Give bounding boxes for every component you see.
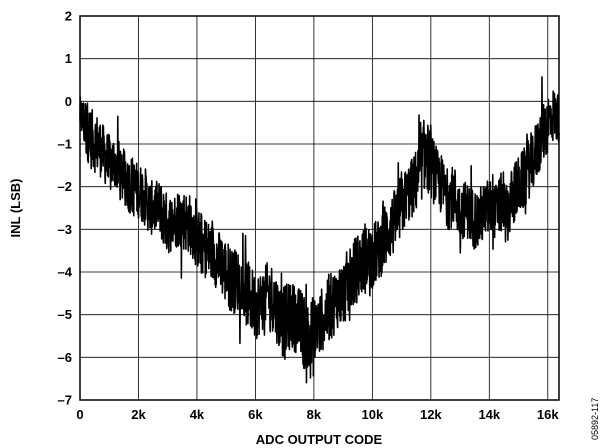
x-tick-label: 2k (131, 407, 146, 422)
y-tick-label: 0 (65, 94, 72, 109)
y-tick-labels: 2 1 0 –1 –2 –3 –4 –5 –6 –7 (58, 9, 73, 408)
y-tick-label: 1 (65, 51, 72, 66)
y-tick-label: –6 (58, 350, 72, 365)
y-tick-label: –7 (58, 393, 72, 408)
y-tick-label: –3 (58, 222, 72, 237)
inl-data-trace (79, 76, 560, 384)
plot-frame (79, 15, 560, 401)
x-tick-labels: 0 2k 4k 6k 8k 10k 12k 14k 16k (76, 407, 559, 422)
x-tick-label: 6k (248, 407, 263, 422)
y-tick-label: –4 (58, 265, 73, 280)
y-tick-label: 2 (65, 9, 72, 24)
x-tick-label: 12k (420, 407, 442, 422)
y-tick-label: –1 (58, 137, 72, 152)
grid (80, 16, 559, 400)
x-tick-label: 10k (362, 407, 384, 422)
inl-trace-line (79, 76, 560, 384)
x-tick-label: 8k (307, 407, 322, 422)
figure-id: 05892-117 (590, 398, 600, 440)
x-tick-label: 0 (76, 407, 83, 422)
x-axis-title: ADC OUTPUT CODE (256, 432, 383, 447)
y-axis-title: INL (LSB) (8, 179, 23, 238)
y-tick-label: –5 (58, 307, 72, 322)
x-tick-label: 14k (478, 407, 500, 422)
x-tick-label: 4k (190, 407, 205, 422)
y-tick-label: –2 (58, 179, 72, 194)
x-tick-label: 16k (537, 407, 559, 422)
